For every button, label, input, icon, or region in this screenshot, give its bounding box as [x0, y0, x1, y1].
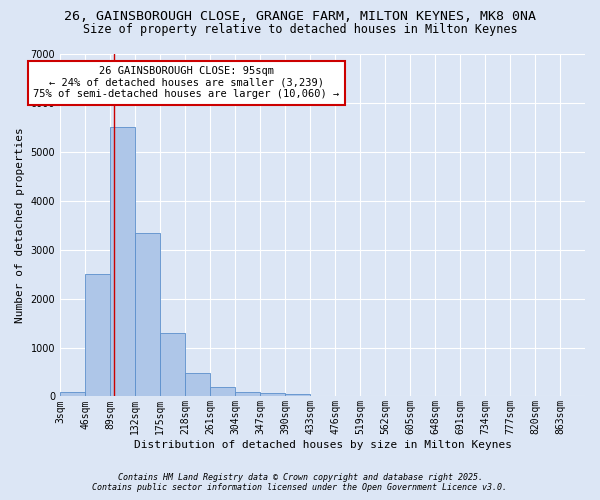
Bar: [285, 394, 310, 396]
Bar: [60, 392, 85, 396]
Text: 26, GAINSBOROUGH CLOSE, GRANGE FARM, MILTON KEYNES, MK8 0NA: 26, GAINSBOROUGH CLOSE, GRANGE FARM, MIL…: [64, 10, 536, 23]
Bar: [85, 274, 110, 396]
Bar: [160, 333, 185, 396]
Bar: [110, 128, 135, 396]
X-axis label: Distribution of detached houses by size in Milton Keynes: Distribution of detached houses by size …: [134, 440, 512, 450]
Bar: [185, 374, 210, 396]
Text: Contains public sector information licensed under the Open Government Licence v3: Contains public sector information licen…: [92, 484, 508, 492]
Y-axis label: Number of detached properties: Number of detached properties: [15, 128, 25, 323]
Text: 26 GAINSBOROUGH CLOSE: 95sqm
← 24% of detached houses are smaller (3,239)
75% of: 26 GAINSBOROUGH CLOSE: 95sqm ← 24% of de…: [33, 66, 340, 100]
Bar: [260, 393, 285, 396]
Text: Size of property relative to detached houses in Milton Keynes: Size of property relative to detached ho…: [83, 22, 517, 36]
Bar: [235, 392, 260, 396]
Bar: [135, 232, 160, 396]
Bar: [210, 386, 235, 396]
Text: Contains HM Land Registry data © Crown copyright and database right 2025.: Contains HM Land Registry data © Crown c…: [118, 474, 482, 482]
